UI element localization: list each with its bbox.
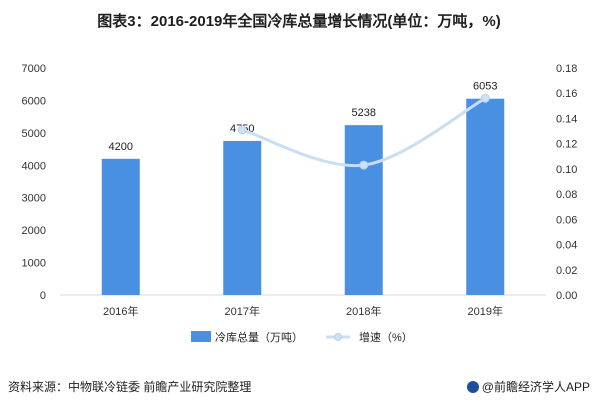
credit-text: @前瞻经济学人APP [481,380,590,394]
line-series [237,93,490,170]
legend-line-label: 增速（%） [359,330,413,344]
brand-logo-icon [466,381,479,393]
legend-bar-label: 冷库总量（万吨） [215,330,303,344]
bar-data-labels: 4200475052386053 [109,81,498,153]
right-axis-tick-label: 0.16 [556,88,577,100]
legend-line-marker [334,333,342,341]
right-axis-tick-label: 0.10 [556,164,577,176]
x-axis-tick-label: 2018年 [346,304,381,318]
x-axis-tick-label: 2016年 [103,304,138,318]
right-axis-tick-label: 0.12 [556,139,577,151]
left-axis-tick-label: 7000 [22,63,46,75]
legend-bar-swatch [191,331,211,342]
left-axis-tick-label: 3000 [22,193,46,205]
bar [101,158,140,295]
left-axis-tick-label: 5000 [22,128,46,140]
left-axis-tick-label: 4000 [22,160,46,172]
right-axis-tick-label: 0.06 [556,214,577,226]
bar [344,125,383,295]
x-axis-labels: 2016年 2017年 2018年 2019年 [103,304,503,318]
left-axis-tick-label: 1000 [22,258,46,270]
credit-note: @前瞻经济学人APP [466,378,590,395]
left-axis-tick-label: 6000 [22,95,46,107]
legend: 冷库总量（万吨） 增速（%） [191,330,413,344]
bar-data-label: 4200 [109,141,133,153]
growth-point [480,93,490,103]
right-axis-tick-label: 0.02 [556,265,577,277]
right-axis-tick-label: 0.18 [556,63,577,75]
right-axis-tick-label: 0.00 [556,290,577,302]
left-axis: 0 1000 2000 3000 4000 5000 6000 7000 [22,63,46,302]
chart-title: 图表3：2016-2019年全国冷库总量增长情况(单位：万吨，%) [97,13,501,30]
bar-data-label: 5238 [352,107,376,119]
bar [223,140,262,295]
bar-series [101,98,505,295]
left-axis-tick-label: 0 [40,290,46,302]
growth-point [359,160,369,170]
growth-point [237,125,247,135]
bar-data-label: 6053 [473,81,497,93]
right-axis-tick-label: 0.14 [556,113,577,125]
source-note: 资料来源：中物联冷链委 前瞻产业研究院整理 [8,380,252,394]
right-axis-tick-label: 0.08 [556,189,577,201]
bar [466,98,505,295]
right-axis-tick-label: 0.04 [556,240,577,252]
x-axis-tick-label: 2019年 [468,304,503,318]
left-axis-tick-label: 2000 [22,225,46,237]
x-axis-tick-label: 2017年 [225,304,260,318]
right-axis: 0.00 0.02 0.04 0.06 0.08 0.10 0.12 0.14 0.16 0.18 [556,63,577,302]
